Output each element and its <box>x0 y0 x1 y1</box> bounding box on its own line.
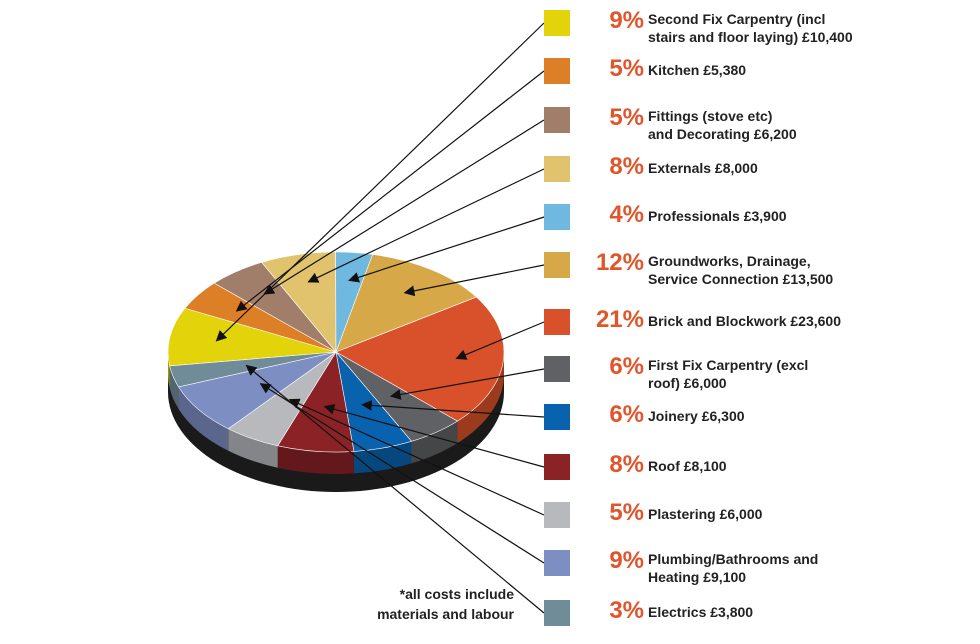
legend-swatch <box>544 58 570 84</box>
pie-side-slice-9 <box>353 441 412 474</box>
leader-line-3 <box>263 119 545 295</box>
leader-line-4 <box>307 168 545 283</box>
pie-slice-1 <box>167 307 337 367</box>
legend-percent: 9% <box>609 7 644 34</box>
legend-item: 8% Externals £8,000 <box>544 153 974 200</box>
legend-percent: 12% <box>595 249 644 276</box>
leader-line-10 <box>323 403 545 468</box>
legend-swatch <box>544 156 570 182</box>
pie-side-wall <box>168 352 504 492</box>
legend-label: Plastering £6,000 <box>648 506 763 522</box>
footnote: *all costs include materials and labour <box>377 586 514 622</box>
pie-top <box>167 251 505 453</box>
leader-line-12 <box>259 383 545 564</box>
legend-label: Joinery £6,300 <box>648 408 745 424</box>
legend-label: Second Fix Carpentry (incl stairs and fl… <box>648 11 853 45</box>
pie-side-slice-8 <box>411 421 458 464</box>
legend-item: 9% Plumbing/Bathrooms and Heating £9,100 <box>544 547 974 594</box>
legend-item: 6% First Fix Carpentry (excl roof) £6,000 <box>544 353 974 400</box>
pie-side-slice-7 <box>457 352 504 444</box>
legend-percent: 6% <box>609 401 644 428</box>
legend-swatch <box>544 309 570 335</box>
legend-percent: 4% <box>609 201 644 228</box>
legend-label: Brick and Blockwork £23,600 <box>648 313 841 329</box>
legend-item: 5% Fittings (stove etc) and Decorating £6… <box>544 104 974 151</box>
leader-line-8 <box>389 368 545 400</box>
pie-slice-6 <box>335 254 477 353</box>
legend-percent: 8% <box>609 451 644 478</box>
legend-item: 3% Electrics £3,800 <box>544 597 974 644</box>
legend-item: 8% Roof £8,100 <box>544 451 974 498</box>
legend-swatch <box>544 10 570 36</box>
pie-side-slice-13 <box>169 365 179 409</box>
leader-line-7 <box>455 321 545 360</box>
legend-item: 21% Brick and Blockwork £23,600 <box>544 306 974 353</box>
legend-label: Externals £8,000 <box>648 160 758 176</box>
legend-item: 6% Joinery £6,300 <box>544 401 974 448</box>
legend-swatch <box>544 204 570 230</box>
leader-line-11 <box>288 398 545 516</box>
leader-line-2 <box>235 70 545 312</box>
legend-label: Plumbing/Bathrooms and Heating £9,100 <box>648 551 819 585</box>
legend-label: Professionals £3,900 <box>648 208 787 224</box>
legend-swatch <box>544 252 570 278</box>
leader-lines <box>215 22 545 614</box>
legend-swatch <box>544 404 570 430</box>
legend-item: 5% Kitchen £5,380 <box>544 55 974 102</box>
legend-swatch <box>544 550 570 576</box>
legend-swatch <box>544 502 570 528</box>
legend-item: 9% Second Fix Carpentry (incl stairs and … <box>544 7 974 54</box>
legend-item: 12% Groundworks, Drainage, Service Connec… <box>544 249 974 296</box>
legend-label: Fittings (stove etc) and Decorating £6,2… <box>648 108 797 142</box>
legend-item: 4% Professionals £3,900 <box>544 201 974 248</box>
pie-side-slice-10 <box>277 445 354 475</box>
legend-percent: 5% <box>609 104 644 131</box>
legend-item: 5% Plastering £6,000 <box>544 499 974 546</box>
leader-line-6 <box>403 264 545 297</box>
legend-percent: 21% <box>595 306 644 333</box>
legend-label: Groundworks, Drainage, Service Connectio… <box>648 253 834 287</box>
leader-line-9 <box>361 400 545 418</box>
pie-slice-7 <box>335 296 505 422</box>
leader-line-13 <box>245 364 545 614</box>
legend-swatch <box>544 356 570 382</box>
legend-percent: 5% <box>609 499 644 526</box>
legend-percent: 6% <box>609 353 644 380</box>
legend-percent: 3% <box>609 597 644 624</box>
legend-percent: 8% <box>609 153 644 180</box>
legend-label: Kitchen £5,380 <box>648 62 747 78</box>
legend-percent: 9% <box>609 547 644 574</box>
legend-swatch <box>544 600 570 626</box>
pie-side-slice-11 <box>228 428 278 468</box>
legend-swatch <box>544 107 570 133</box>
leader-line-5 <box>348 216 545 283</box>
legend-label: First Fix Carpentry (excl roof) £6,000 <box>648 357 809 391</box>
pie-slice-12 <box>178 351 337 430</box>
legend-label: Roof £8,100 <box>648 458 727 474</box>
legend-swatch <box>544 454 570 480</box>
legend-label: Electrics £3,800 <box>648 604 754 620</box>
legend-percent: 5% <box>609 55 644 82</box>
